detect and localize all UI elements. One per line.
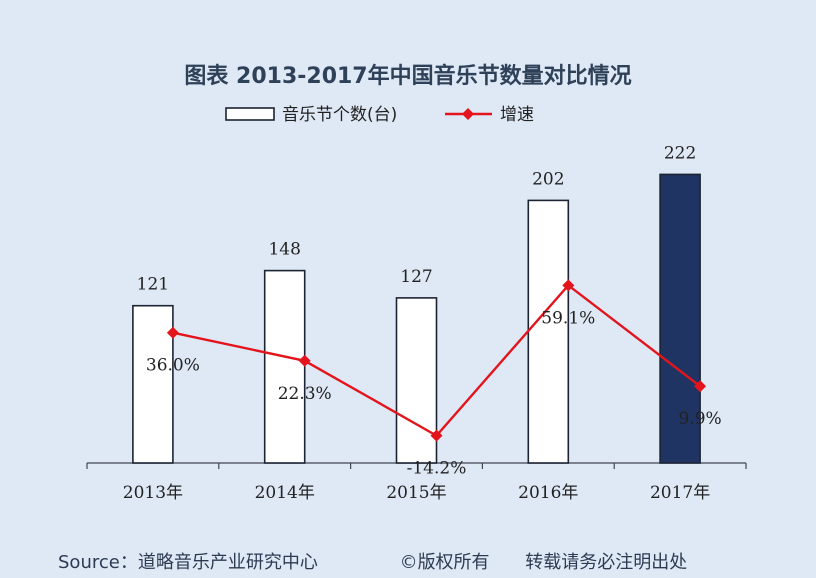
bar-value-label: 148	[268, 240, 300, 260]
bar	[659, 173, 701, 464]
x-tick-label: 2015年	[386, 483, 446, 503]
legend-line-label: 增速	[500, 105, 534, 125]
x-tick-label: 2013年	[123, 483, 183, 503]
growth-value-label: 36.0%	[146, 356, 200, 376]
growth-value-label: 9.9%	[678, 409, 721, 429]
bar-value-label: 121	[137, 275, 169, 295]
growth-marker	[694, 380, 707, 393]
legend-bar-swatch	[225, 107, 275, 121]
legend-line-marker	[462, 108, 474, 120]
x-tick-label: 2016年	[518, 483, 578, 503]
bar	[527, 199, 570, 464]
growth-value-label: 59.1%	[541, 308, 595, 328]
bar	[395, 297, 438, 464]
bar	[263, 269, 306, 464]
growth-value-label: 22.3%	[278, 384, 332, 404]
copyright-text: ©版权所有	[399, 552, 490, 573]
bar-value-label: 127	[400, 267, 432, 287]
legend: 音乐节个数(台) 增速	[225, 105, 534, 125]
growth-marker	[298, 354, 311, 367]
growth-value-label: -14.2%	[407, 459, 467, 479]
bar-value-label: 222	[664, 143, 696, 163]
bar-value-label: 202	[532, 169, 564, 189]
growth-marker	[430, 429, 443, 442]
x-tick-label: 2014年	[255, 483, 315, 503]
source-text: Source：道略音乐产业研究中心	[58, 552, 318, 573]
growth-marker	[166, 326, 179, 339]
legend-bar-label: 音乐节个数(台)	[282, 105, 397, 125]
footer: Source：道略音乐产业研究中心 ©版权所有 转载请务必注明出处	[58, 548, 687, 574]
growth-marker	[562, 279, 575, 292]
x-tick-label: 2017年	[650, 483, 710, 503]
reprint-notice: 转载请务必注明出处	[525, 552, 688, 573]
chart-title: 图表 2013-2017年中国音乐节数量对比情况	[184, 64, 632, 89]
bar	[132, 304, 174, 464]
